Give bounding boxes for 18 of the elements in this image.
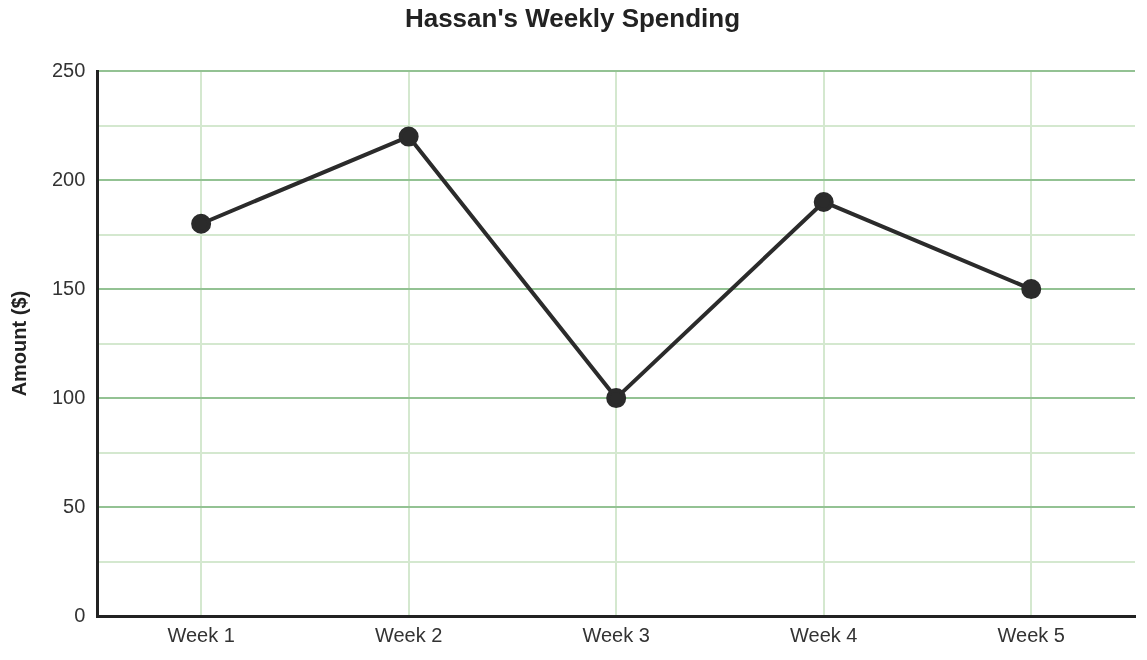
point: [398, 126, 419, 147]
y-tick-label: 200: [51, 167, 86, 190]
y-tick-label: 100: [51, 385, 86, 408]
x-tick-label: Week 4: [789, 623, 858, 646]
x-tick-label: Week 3: [582, 623, 650, 646]
y-tick-label: 150: [51, 276, 86, 299]
chart-title: Hassan's Weekly Spending: [404, 2, 741, 33]
x-tick-label: Week 5: [997, 623, 1065, 646]
x-tick-label: Week 2: [374, 623, 443, 646]
point: [606, 388, 627, 409]
point: [191, 213, 212, 234]
point: [813, 191, 834, 212]
y-tick-label: 50: [63, 494, 86, 517]
y-tick-label: 0: [74, 603, 86, 626]
y-tick-label: 250: [51, 58, 86, 81]
x-tick-label: Week 1: [167, 623, 235, 646]
y-axis-title: Amount ($): [7, 290, 30, 397]
point: [1021, 279, 1042, 300]
